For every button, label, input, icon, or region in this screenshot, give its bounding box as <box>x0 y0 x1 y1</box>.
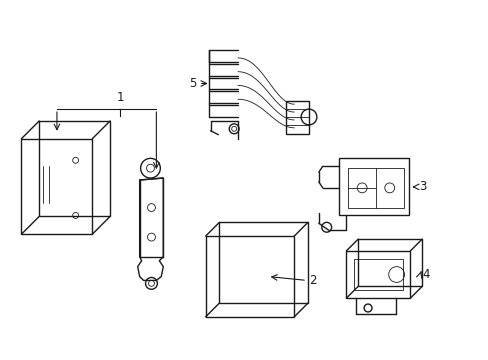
Text: 1: 1 <box>116 91 123 104</box>
Text: 3: 3 <box>418 180 426 193</box>
Text: 2: 2 <box>308 274 316 287</box>
Text: 5: 5 <box>189 77 196 90</box>
Text: 4: 4 <box>421 268 429 281</box>
